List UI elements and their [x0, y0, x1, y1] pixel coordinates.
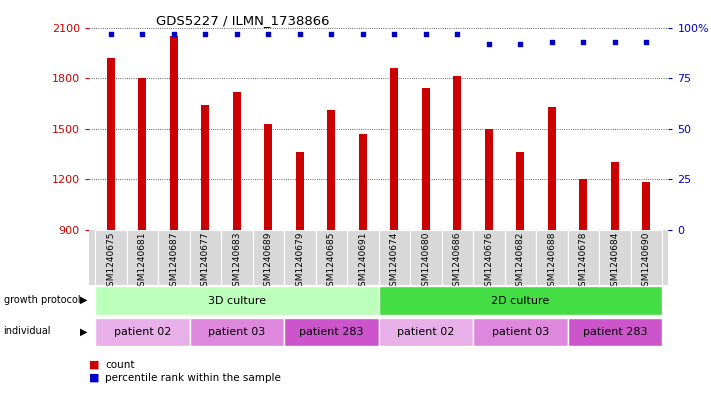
Bar — [95, 286, 378, 315]
Text: GSM1240677: GSM1240677 — [201, 231, 210, 292]
Text: GSM1240676: GSM1240676 — [484, 231, 493, 292]
Text: 3D culture: 3D culture — [208, 296, 266, 306]
Bar — [378, 286, 662, 315]
Point — [357, 30, 368, 37]
Bar — [473, 318, 567, 346]
Bar — [548, 107, 556, 230]
Point — [105, 30, 117, 37]
Bar — [95, 318, 190, 346]
Point — [137, 30, 148, 37]
Text: patient 02: patient 02 — [397, 327, 454, 337]
Text: GSM1240688: GSM1240688 — [547, 231, 556, 292]
Text: GSM1240686: GSM1240686 — [453, 231, 462, 292]
Point — [389, 30, 400, 37]
Text: GSM1240678: GSM1240678 — [579, 231, 588, 292]
Point — [483, 40, 495, 47]
Point — [515, 40, 526, 47]
Text: ▶: ▶ — [80, 295, 87, 305]
Point — [420, 30, 432, 37]
Text: patient 283: patient 283 — [582, 327, 647, 337]
Point — [326, 30, 337, 37]
Text: GSM1240689: GSM1240689 — [264, 231, 273, 292]
Bar — [567, 230, 599, 285]
Text: individual: individual — [4, 326, 51, 336]
Point — [577, 39, 589, 45]
Text: GSM1240684: GSM1240684 — [610, 231, 619, 292]
Text: GSM1240681: GSM1240681 — [138, 231, 147, 292]
Text: GSM1240679: GSM1240679 — [295, 231, 304, 292]
Bar — [221, 230, 252, 285]
Point — [609, 39, 621, 45]
Bar — [328, 110, 336, 230]
Text: GSM1240682: GSM1240682 — [515, 231, 525, 292]
Text: GSM1240691: GSM1240691 — [358, 231, 368, 292]
Bar — [252, 230, 284, 285]
Bar — [642, 182, 651, 230]
Text: GSM1240685: GSM1240685 — [327, 231, 336, 292]
Text: GSM1240680: GSM1240680 — [422, 231, 430, 292]
Text: GSM1240690: GSM1240690 — [642, 231, 651, 292]
Bar — [390, 68, 398, 230]
Text: count: count — [105, 360, 134, 370]
Text: growth protocol: growth protocol — [4, 295, 80, 305]
Bar — [264, 124, 272, 230]
Bar — [631, 230, 662, 285]
Point — [546, 39, 557, 45]
Text: percentile rank within the sample: percentile rank within the sample — [105, 373, 281, 383]
Bar — [442, 230, 473, 285]
Bar — [190, 230, 221, 285]
Point — [641, 39, 652, 45]
Text: ■: ■ — [89, 360, 100, 370]
Text: ▶: ▶ — [80, 326, 87, 336]
Text: GDS5227 / ILMN_1738866: GDS5227 / ILMN_1738866 — [156, 14, 330, 27]
Point — [262, 30, 274, 37]
Bar — [95, 230, 127, 285]
Text: 2D culture: 2D culture — [491, 296, 550, 306]
Text: GSM1240674: GSM1240674 — [390, 231, 399, 292]
Bar — [516, 152, 524, 230]
Bar — [536, 230, 567, 285]
Point — [294, 30, 306, 37]
Bar — [284, 318, 378, 346]
Bar — [422, 88, 429, 230]
Point — [451, 30, 463, 37]
Text: patient 02: patient 02 — [114, 327, 171, 337]
Bar — [284, 230, 316, 285]
Bar — [599, 230, 631, 285]
Bar — [170, 36, 178, 230]
Bar — [139, 78, 146, 230]
Text: patient 283: patient 283 — [299, 327, 363, 337]
Bar — [410, 230, 442, 285]
Text: GSM1240675: GSM1240675 — [107, 231, 115, 292]
Bar — [127, 230, 158, 285]
Bar — [190, 318, 284, 346]
Bar — [579, 179, 587, 230]
Text: GSM1240683: GSM1240683 — [232, 231, 242, 292]
Bar — [378, 318, 473, 346]
Bar — [359, 134, 367, 230]
Bar — [107, 58, 115, 230]
Bar — [316, 230, 347, 285]
Bar — [233, 92, 241, 230]
Bar — [611, 162, 619, 230]
Bar — [158, 230, 190, 285]
Bar — [505, 230, 536, 285]
Point — [200, 30, 211, 37]
Bar — [347, 230, 378, 285]
Bar — [567, 318, 662, 346]
Point — [231, 30, 242, 37]
Text: GSM1240687: GSM1240687 — [169, 231, 178, 292]
Bar — [485, 129, 493, 230]
Text: patient 03: patient 03 — [208, 327, 265, 337]
Text: patient 03: patient 03 — [492, 327, 549, 337]
Bar — [378, 230, 410, 285]
Bar — [454, 76, 461, 230]
Bar — [201, 105, 209, 230]
Bar — [473, 230, 505, 285]
Point — [169, 30, 180, 37]
Bar — [296, 152, 304, 230]
Text: ■: ■ — [89, 373, 100, 383]
